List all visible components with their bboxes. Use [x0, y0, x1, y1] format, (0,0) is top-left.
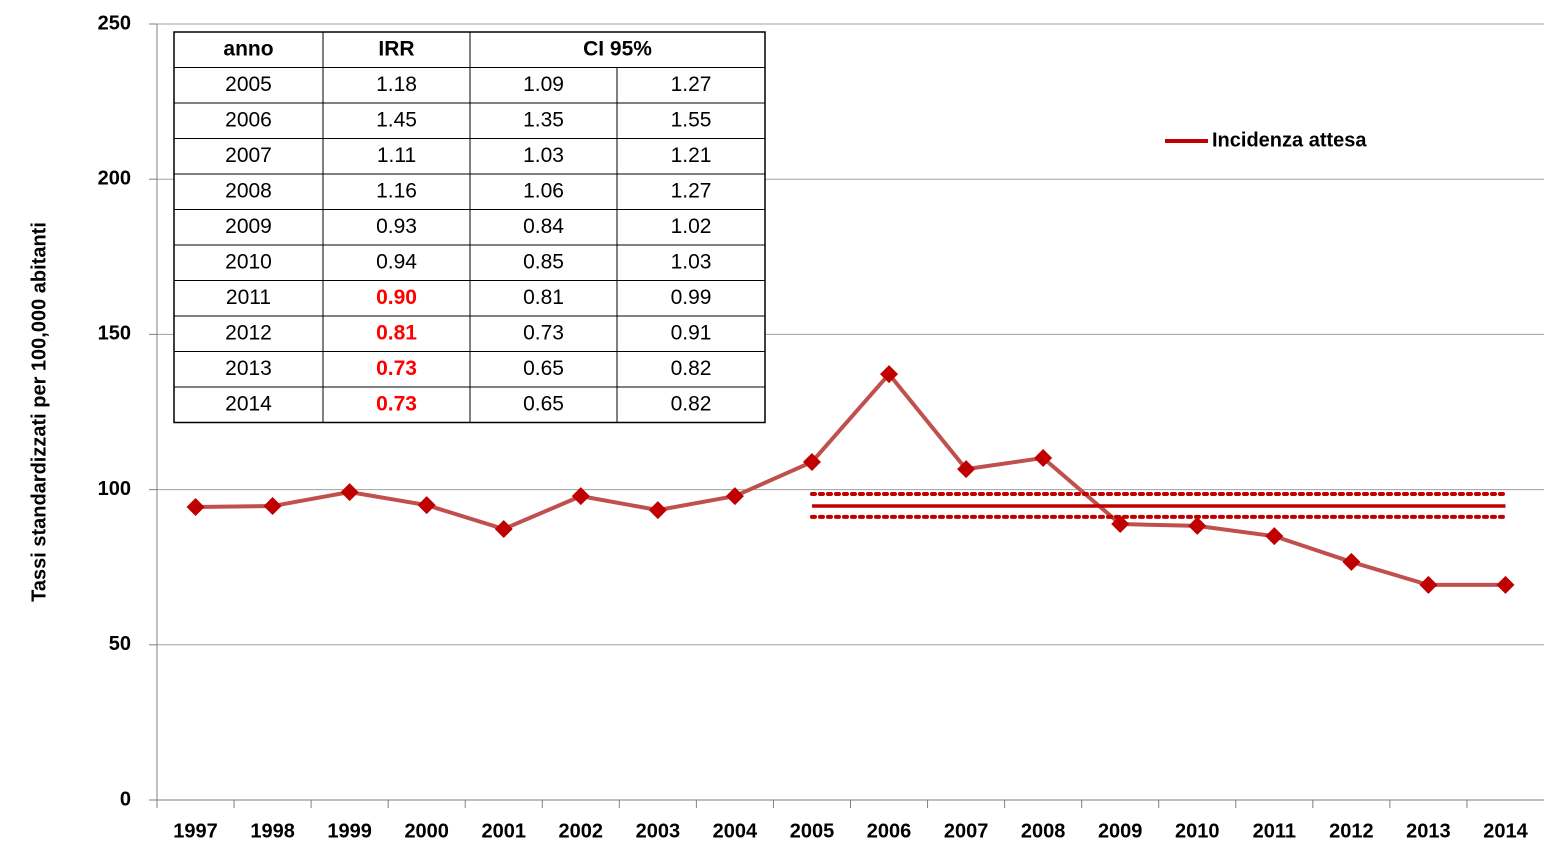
table-cell: 0.65 [523, 357, 564, 380]
y-tick-label: 0 [120, 788, 131, 810]
x-tick-label: 2005 [790, 820, 835, 842]
table-cell: 0.84 [523, 215, 564, 238]
table-cell: 2011 [226, 286, 271, 309]
table-cell: 0.82 [671, 392, 712, 415]
marker [1496, 575, 1515, 594]
x-tick-label: 1999 [327, 820, 372, 842]
table-cell: 0.91 [671, 321, 712, 344]
marker [340, 483, 359, 502]
y-tick-label: 150 [98, 323, 131, 345]
table-cell: 1.03 [523, 144, 564, 167]
y-tick-label: 200 [98, 167, 131, 189]
x-tick-label: 2001 [482, 820, 527, 842]
marker [494, 520, 513, 539]
table-cell: 2006 [225, 108, 272, 131]
table-header: IRR [378, 37, 414, 60]
marker [571, 487, 590, 506]
x-tick-label: 2010 [1175, 820, 1220, 842]
x-tick-label: 2007 [944, 820, 989, 842]
y-axis-label: Tassi standardizzati per 100,000 abitant… [28, 222, 50, 602]
marker [1111, 515, 1130, 534]
table-cell: 1.02 [671, 215, 712, 238]
table-cell: 0.73 [376, 392, 417, 415]
x-tick-label: 2002 [559, 820, 604, 842]
x-tick-label: 1998 [250, 820, 295, 842]
table-cell: 2009 [225, 215, 272, 238]
x-tick-label: 2009 [1098, 820, 1143, 842]
series-line [195, 371, 1506, 587]
table-cell: 2014 [225, 392, 272, 415]
table-cell: 1.11 [377, 144, 416, 167]
marker [1342, 552, 1361, 571]
table-cell: 1.06 [523, 179, 564, 202]
x-tick-label: 2006 [867, 820, 912, 842]
marker [186, 497, 205, 516]
table-header: CI 95% [583, 37, 652, 60]
y-tick-label: 250 [98, 12, 131, 34]
marker [648, 501, 667, 520]
marker [1188, 516, 1207, 535]
table-cell: 1.09 [523, 73, 564, 96]
table-cell: 2005 [225, 73, 272, 96]
table-cell: 0.85 [523, 250, 564, 273]
y-tick-label: 100 [98, 478, 131, 500]
table-cell: 1.16 [376, 179, 417, 202]
marker [957, 460, 976, 479]
marker [263, 497, 282, 516]
table-cell: 0.94 [376, 250, 417, 273]
table-cell: 0.81 [376, 321, 417, 344]
table-cell: 2013 [225, 357, 272, 380]
table-cell: 1.27 [671, 179, 712, 202]
x-tick-label: 2008 [1021, 820, 1066, 842]
table-cell: 1.55 [671, 108, 712, 131]
marker [1265, 527, 1284, 546]
marker [802, 452, 821, 471]
table-cell: 1.03 [671, 250, 712, 273]
table-cell: 0.90 [376, 286, 417, 309]
x-tick-label: 2014 [1483, 820, 1528, 842]
table-cell: 1.21 [671, 144, 712, 167]
table-cell: 0.93 [376, 215, 417, 238]
x-tick-label: 2003 [636, 820, 681, 842]
table-cell: 1.18 [376, 73, 417, 96]
table-cell: 2012 [225, 321, 272, 344]
table-cell: 0.82 [671, 357, 712, 380]
marker [725, 487, 744, 506]
marker [1034, 448, 1053, 467]
table-cell: 1.45 [376, 108, 417, 131]
x-tick-label: 2011 [1253, 820, 1296, 842]
table-cell: 0.99 [671, 286, 712, 309]
table-cell: 0.81 [523, 286, 564, 309]
legend-label: Incidenza attesa [1212, 129, 1367, 151]
table-header: anno [223, 37, 273, 60]
table-cell: 1.27 [671, 73, 712, 96]
x-tick-label: 2012 [1329, 820, 1374, 842]
y-tick-label: 50 [109, 633, 131, 655]
x-tick-label: 2000 [404, 820, 449, 842]
table-cell: 2010 [225, 250, 272, 273]
table-cell: 0.73 [523, 321, 564, 344]
table-cell: 0.65 [523, 392, 564, 415]
marker [417, 496, 436, 515]
table-cell: 2007 [225, 144, 272, 167]
x-tick-label: 1997 [173, 820, 218, 842]
table-cell: 1.35 [523, 108, 564, 131]
x-tick-label: 2004 [713, 820, 758, 842]
table-cell: 0.73 [376, 357, 417, 380]
table-cell: 2008 [225, 179, 272, 202]
x-tick-label: 2013 [1406, 820, 1451, 842]
marker [880, 365, 899, 384]
marker [1419, 575, 1438, 594]
